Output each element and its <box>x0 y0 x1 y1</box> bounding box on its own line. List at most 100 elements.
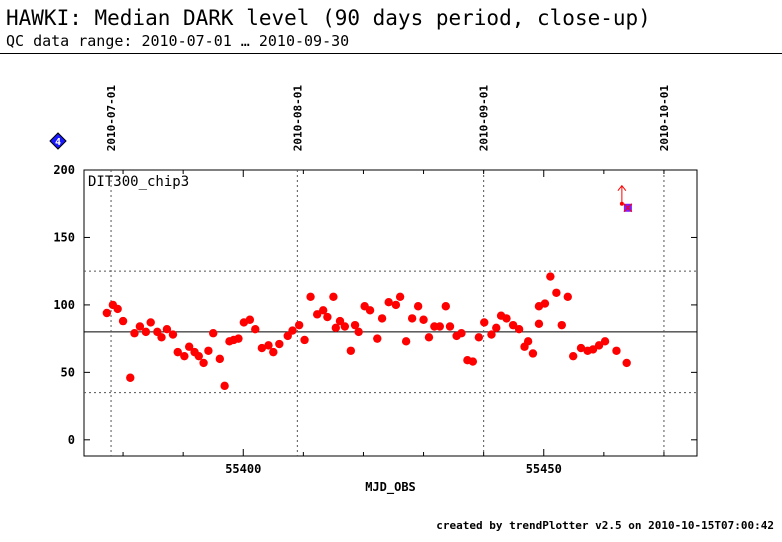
data-point <box>568 351 578 361</box>
y-tick-label-3: 150 <box>53 230 75 244</box>
outlier-arrow-head <box>617 184 627 192</box>
data-point <box>118 316 128 326</box>
data-point <box>300 335 309 345</box>
data-point <box>377 314 387 323</box>
data-point <box>612 346 621 355</box>
data-point <box>350 320 360 330</box>
corner-diamond-icon <box>49 132 67 150</box>
data-point <box>168 330 178 339</box>
data-point <box>480 318 489 327</box>
data-point <box>251 324 260 334</box>
data-point <box>523 337 533 346</box>
y-tick-label-1: 50 <box>61 365 75 379</box>
data-point <box>204 346 213 355</box>
data-point <box>257 343 267 353</box>
data-point <box>180 351 189 361</box>
data-point <box>557 320 566 330</box>
data-point <box>331 323 341 333</box>
data-point <box>622 358 631 368</box>
data-point <box>113 304 122 314</box>
data-point <box>173 347 182 357</box>
y-tick-label-4: 200 <box>53 163 75 177</box>
data-point <box>245 315 255 324</box>
date-tick-label-2: 2010-09-01 <box>478 85 491 152</box>
data-point <box>269 347 278 357</box>
data-point <box>401 337 411 346</box>
data-point <box>435 322 444 331</box>
data-point <box>264 341 273 350</box>
data-point <box>588 345 598 354</box>
data-point <box>534 319 544 328</box>
data-point <box>329 292 338 302</box>
credit-text: created by trendPlotter v2.5 on 2010-10-… <box>436 519 774 532</box>
data-point <box>445 322 455 331</box>
data-point <box>335 316 345 326</box>
data-point <box>600 337 610 346</box>
data-point <box>184 342 194 351</box>
data-point <box>215 354 225 364</box>
data-point <box>395 292 405 302</box>
header-divider <box>0 53 782 54</box>
data-point <box>126 373 135 382</box>
page-title: HAWKI: Median DARK level (90 days period… <box>6 6 651 30</box>
data-point <box>220 381 229 391</box>
data-point <box>346 346 356 355</box>
data-point <box>563 292 572 302</box>
data-point <box>508 320 518 330</box>
data-point <box>594 341 604 350</box>
data-point <box>135 322 145 331</box>
data-point <box>419 315 428 324</box>
x-tick-label-0: 55400 <box>225 462 261 476</box>
date-tick-label-3: 2010-10-01 <box>658 85 671 152</box>
data-point <box>199 358 208 368</box>
data-point <box>365 306 375 315</box>
data-point <box>157 333 166 342</box>
corner-symbol-label: 4 <box>55 137 61 148</box>
data-point <box>141 327 151 337</box>
data-point <box>391 300 401 310</box>
data-point <box>275 339 284 349</box>
data-point <box>514 324 524 334</box>
data-point <box>487 330 496 339</box>
data-point <box>474 333 484 342</box>
data-point <box>306 292 315 302</box>
data-point <box>162 324 172 334</box>
data-point <box>413 302 423 311</box>
page-subtitle: QC data range: 2010-07-01 … 2010-09-30 <box>6 32 350 50</box>
data-point <box>194 351 203 361</box>
data-point <box>130 329 139 338</box>
data-point <box>540 299 550 308</box>
date-tick-label-0: 2010-07-01 <box>105 85 118 152</box>
x-axis-label: MJD_OBS <box>365 480 416 495</box>
data-point <box>424 333 434 342</box>
y-tick-label-0: 0 <box>68 433 75 447</box>
outlier-arrow-dot <box>619 201 624 206</box>
data-point <box>384 298 393 307</box>
data-point <box>552 288 561 297</box>
data-point <box>492 323 501 333</box>
data-point <box>354 327 363 337</box>
outlier-cross-b <box>623 203 633 213</box>
data-point <box>468 357 478 366</box>
x-tick-label-1: 55450 <box>526 462 562 476</box>
data-point <box>502 314 511 323</box>
date-tick-label-1: 2010-08-01 <box>291 85 304 152</box>
data-point <box>102 308 112 318</box>
data-point <box>312 310 322 319</box>
data-point <box>318 306 328 315</box>
panel-label: DIT300_chip3 <box>88 174 189 190</box>
data-point <box>373 334 382 343</box>
data-point <box>546 272 555 281</box>
plot-frame <box>83 169 698 457</box>
data-point <box>283 331 292 341</box>
data-point <box>288 326 297 335</box>
data-point <box>407 314 417 323</box>
y-tick-label-2: 100 <box>53 298 75 312</box>
data-point <box>457 329 466 338</box>
data-point <box>146 318 155 327</box>
data-point <box>340 322 350 331</box>
data-point <box>294 320 304 330</box>
data-point <box>323 312 332 322</box>
data-point <box>234 334 243 343</box>
